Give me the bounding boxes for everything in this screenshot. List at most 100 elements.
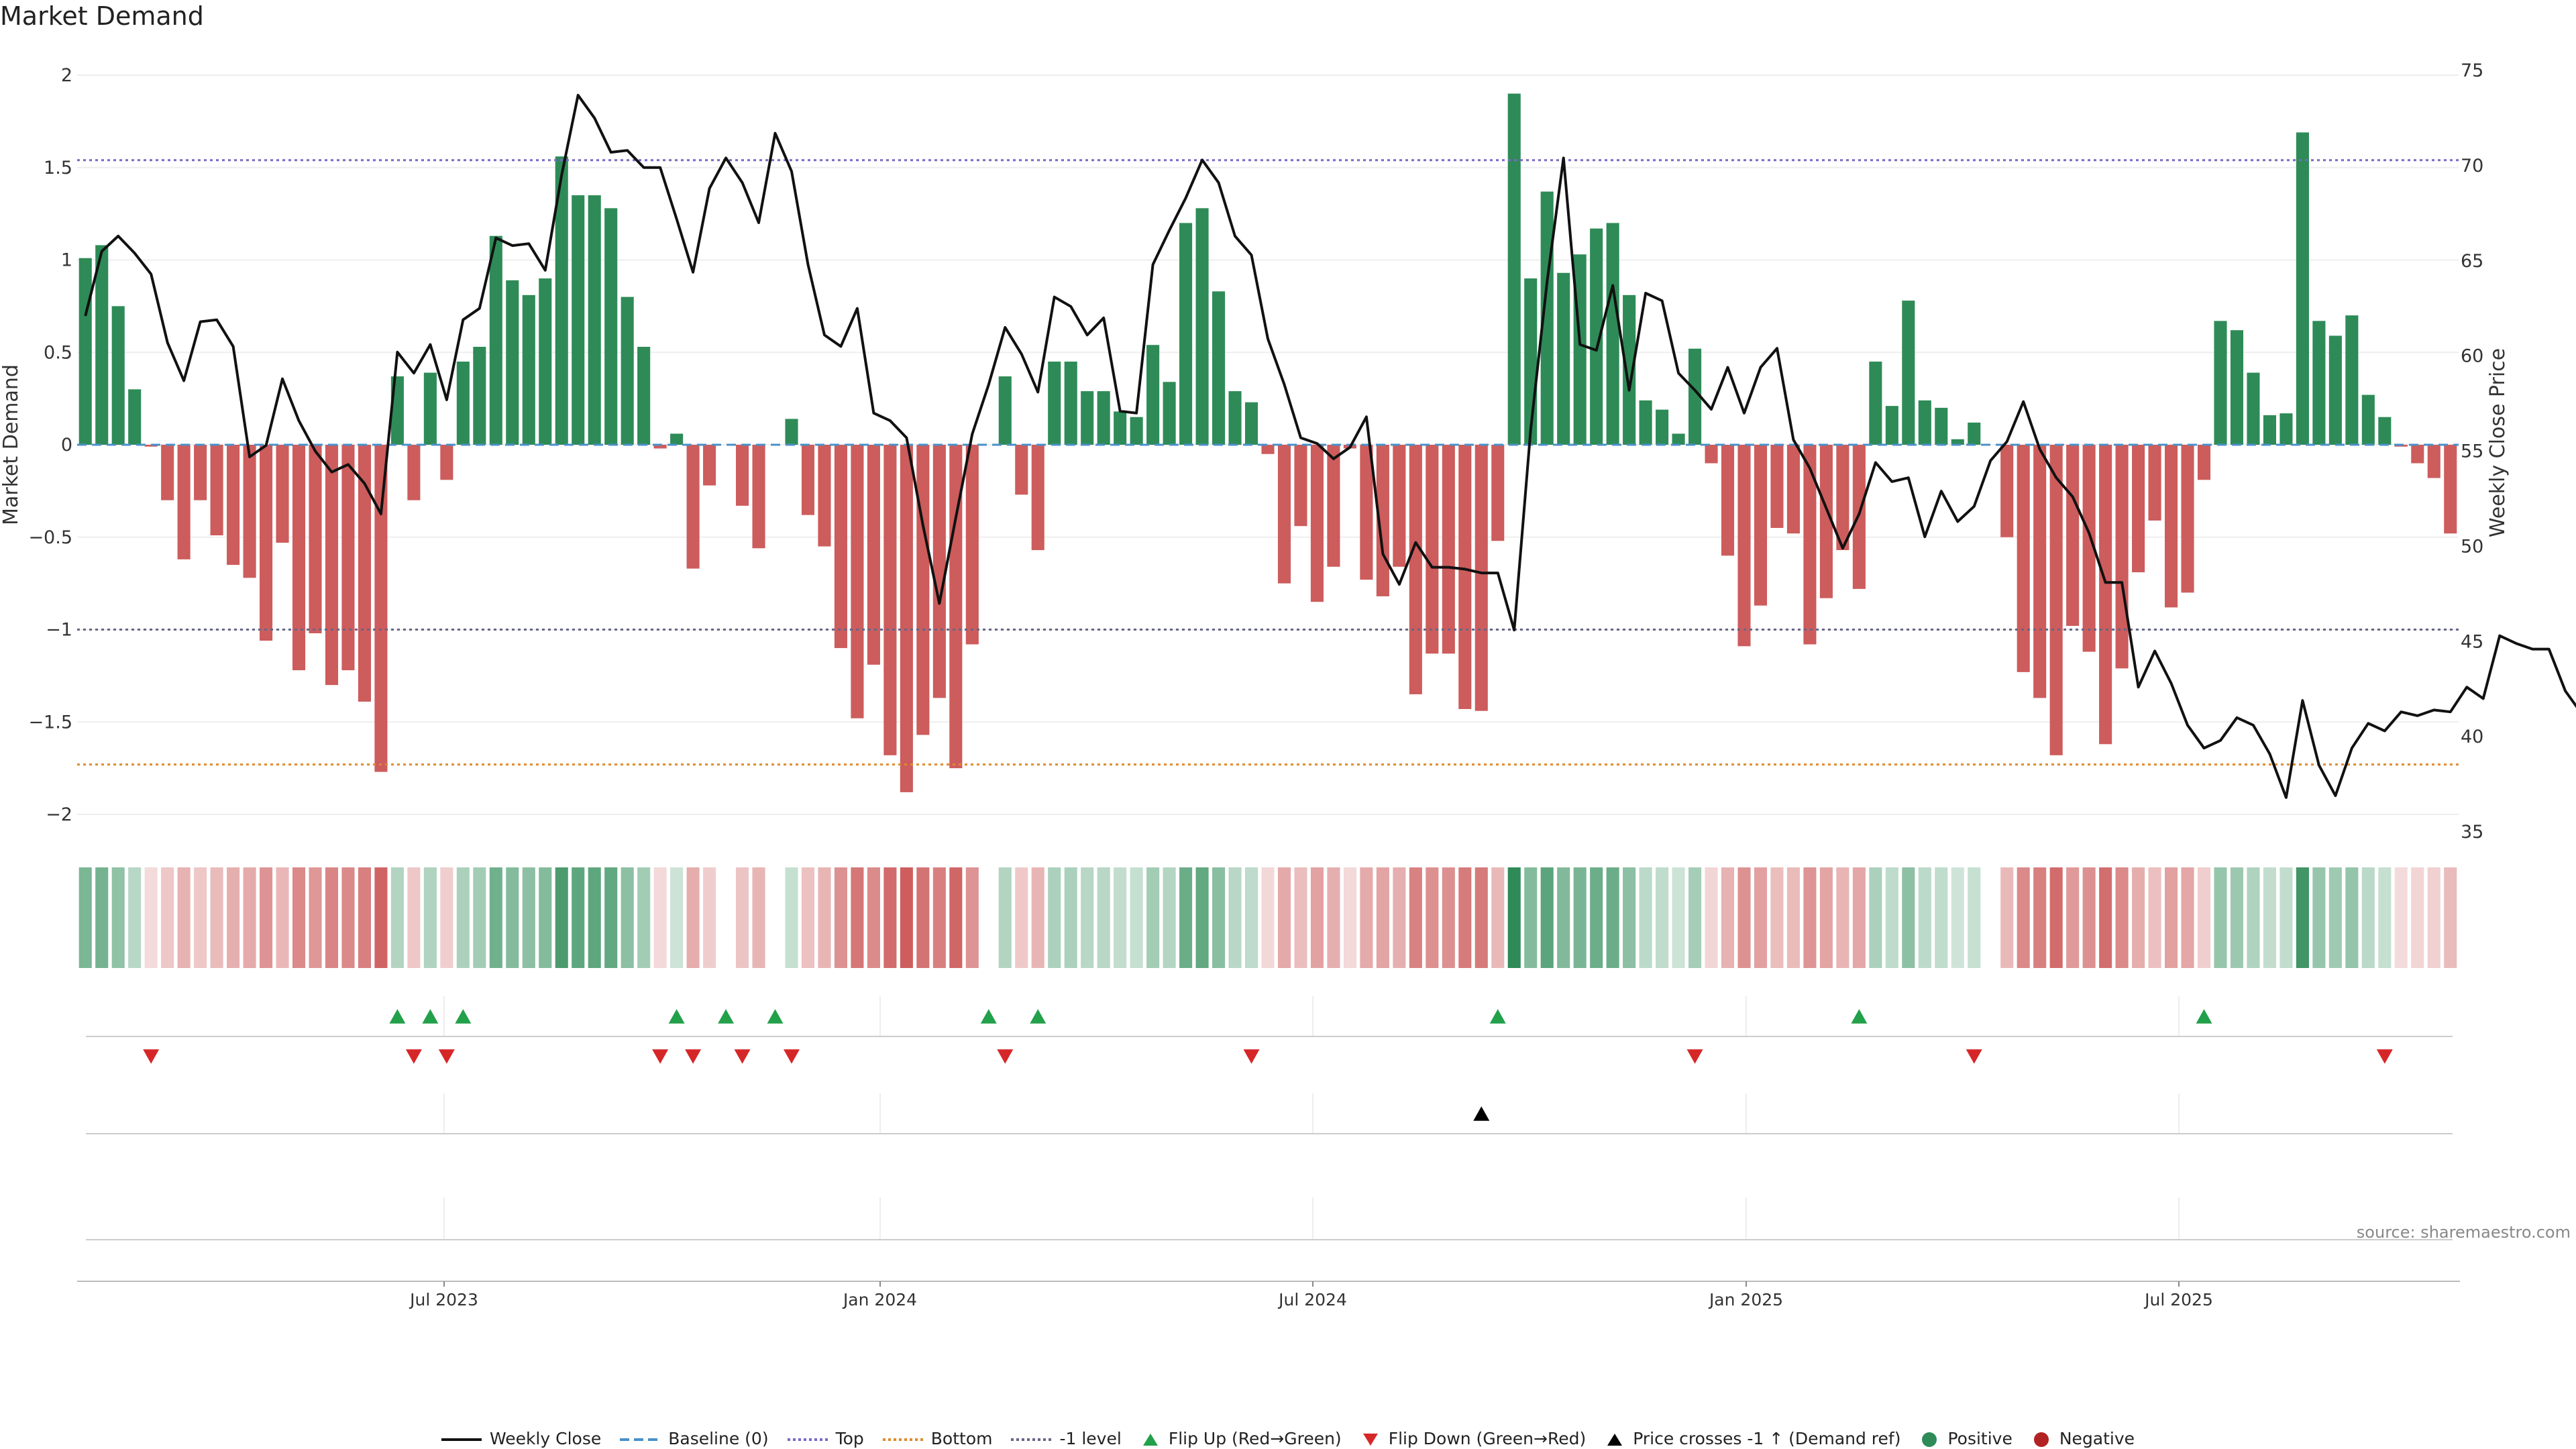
heat-strip-cell (1195, 867, 1209, 968)
demand-bar (1672, 433, 1685, 445)
heat-strip-cell (653, 867, 667, 968)
demand-bar (1261, 445, 1275, 454)
heat-strip-cell (276, 867, 289, 968)
demand-bar (456, 362, 470, 445)
demand-bar (1048, 362, 1061, 445)
legend-label: Positive (1947, 1428, 2012, 1448)
demand-bar (2411, 445, 2424, 464)
demand-bar (128, 389, 142, 445)
demand-bar (2082, 445, 2096, 652)
legend-item: Negative (2031, 1429, 2135, 1448)
demand-bar (1902, 301, 1915, 445)
demand-bar (785, 419, 798, 445)
heat-strip-cell (2345, 867, 2359, 968)
legend-item: Price crosses -1 ↑ (Demand ref) (1605, 1429, 1900, 1448)
demand-bar (539, 278, 552, 445)
heat-strip-cell (1951, 867, 1964, 968)
demand-bar (2296, 132, 2309, 445)
demand-bar (703, 445, 716, 486)
heat-strip-cell (111, 867, 125, 968)
heat-strip-cell (588, 867, 601, 968)
heat-strip-cell (2394, 867, 2408, 968)
heat-strip-cell (1294, 867, 1307, 968)
heat-strip-cell (2247, 867, 2260, 968)
demand-bar (2312, 321, 2326, 445)
heat-strip-cell (1491, 867, 1505, 968)
heat-strip-cell (2444, 867, 2457, 968)
y2-tick-label: 70 (2461, 156, 2483, 176)
triangle-up-icon (1142, 1433, 1158, 1446)
demand-bar (2427, 445, 2440, 478)
demand-bar (621, 297, 634, 445)
heat-strip-cell (341, 867, 355, 968)
heat-strip-cell (1573, 867, 1587, 968)
y2-tick-label: 75 (2461, 60, 2483, 81)
flip-down-marker (1243, 1049, 1260, 1064)
x-tick-label: Jul 2024 (1277, 1290, 1347, 1309)
legend-item: Baseline (0) (620, 1429, 769, 1448)
flip-down-marker (734, 1049, 751, 1064)
heat-strip-cell (325, 867, 339, 968)
heat-strip-cell (1606, 867, 1619, 968)
demand-bar (2263, 415, 2276, 445)
heat-strip-cell (1968, 867, 1981, 968)
demand-bar (2181, 445, 2194, 593)
demand-bar (1819, 445, 1833, 598)
heat-strip-cell (703, 867, 716, 968)
demand-bar (1458, 445, 1472, 709)
demand-bar (2165, 445, 2178, 608)
heat-strip-cell (539, 867, 552, 968)
heat-strip-cell (1426, 867, 1439, 968)
y2-tick-label: 45 (2461, 631, 2483, 652)
heat-strip-cell (1310, 867, 1324, 968)
heat-strip-cell (1130, 867, 1143, 968)
chart-legend: Weekly Close Baseline (0) Top Bottom -1 leve… (0, 1428, 2576, 1448)
heat-strip-cell (2049, 867, 2063, 968)
heat-strip-cell (1705, 867, 1718, 968)
demand-bar (2000, 445, 2014, 537)
x-tick-label: Jul 2025 (2143, 1290, 2213, 1309)
legend-label: Flip Down (Green→Red) (1388, 1428, 1587, 1448)
flip-down-marker (997, 1049, 1014, 1064)
heat-strip-cell (210, 867, 223, 968)
circle-icon (2033, 1432, 2049, 1447)
heat-strip-cell (1836, 867, 1849, 968)
legend-item: Bottom (882, 1429, 992, 1448)
demand-bar (1097, 391, 1110, 445)
heat-strip-cell (1064, 867, 1077, 968)
demand-bar (834, 445, 847, 649)
heat-strip-cell (2181, 867, 2194, 968)
heat-strip-cell (1672, 867, 1685, 968)
demand-bar (1885, 406, 1898, 445)
heat-strip-cell (1902, 867, 1915, 968)
heat-strip-cell (407, 867, 421, 968)
heat-strip-cell (390, 867, 404, 968)
heat-strip-cell (1244, 867, 1258, 968)
y-tick-label: −2 (46, 804, 72, 825)
demand-bar (1130, 417, 1143, 445)
demand-bar (1426, 445, 1439, 654)
flip-down-marker (1966, 1049, 1982, 1064)
legend-item: -1 level (1011, 1429, 1122, 1448)
heat-strip-cell (1819, 867, 1833, 968)
heat-strip-cell (2312, 867, 2326, 968)
flip-down-marker (405, 1049, 422, 1064)
demand-bar (1195, 208, 1209, 445)
heat-strip-cell (2017, 867, 2030, 968)
heat-strip-cell (2132, 867, 2145, 968)
demand-bar (998, 376, 1012, 445)
y2-tick-label: 60 (2461, 346, 2483, 367)
demand-bar (1491, 445, 1505, 541)
heat-strip-cell (95, 867, 109, 968)
heat-strip-cell (2115, 867, 2129, 968)
demand-bar (818, 445, 831, 547)
demand-bar (489, 235, 502, 445)
demand-bar (1442, 445, 1455, 654)
demand-bar (2361, 394, 2375, 445)
heat-strip-cell (1163, 867, 1176, 968)
demand-bar (1015, 445, 1028, 495)
demand-bar (653, 445, 667, 449)
demand-bar (1146, 345, 1160, 445)
demand-bar (2214, 321, 2227, 445)
